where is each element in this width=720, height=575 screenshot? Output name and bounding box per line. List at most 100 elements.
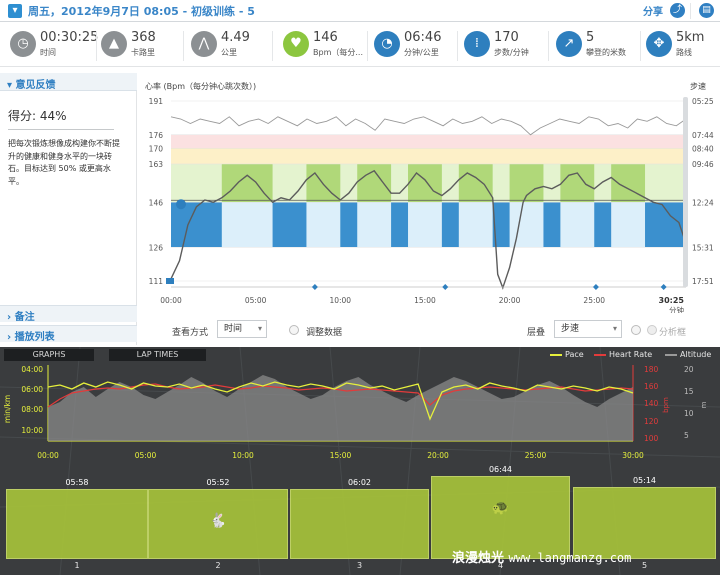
fast-interval-block (458, 164, 493, 203)
lap-bar[interactable] (431, 476, 570, 559)
hr-chart-title: 心率 (Bpm（每分钟心跳次数）) (145, 82, 257, 91)
divider (548, 31, 549, 61)
avg-marker-icon (176, 199, 186, 210)
recovery-interval-block (171, 202, 222, 248)
lap-time: 06:02 (347, 478, 372, 487)
divider (272, 31, 273, 61)
lap-marker (311, 284, 318, 290)
playlist-heading[interactable]: › 播放列表 (7, 332, 55, 343)
pace-line (170, 116, 687, 136)
hr-y-tick: 180 (644, 365, 659, 374)
chevron-down-icon: ▾ (612, 324, 617, 333)
layer-select[interactable]: 步速 ▾ (554, 320, 622, 338)
recovery-interval-block (340, 202, 358, 248)
watermark: 浪漫烛光 www.langmanzg.com (452, 547, 631, 566)
adjust-data-label: 调整数据 (306, 328, 343, 338)
hr-y-tick: 170 (149, 144, 164, 153)
hr-x-tick: 25:00 (583, 296, 605, 305)
rabbit-icon: 🐇 (209, 513, 227, 529)
pace-hr-altitude-graph[interactable]: 04:00 06:00 08:00 10:00 min/km 180 160 140 120 10… (0, 347, 720, 475)
advice-text: 把每次锻炼想像成构建你不断提升的健康和健身水平的一块砖石。目标达到 50% 或更… (8, 139, 120, 186)
feedback-heading[interactable]: ▾ 意见反馈 (7, 80, 56, 91)
heart-rate-chart[interactable]: 心率 (Bpm（每分钟心跳次数）) 步速 191 05:25 176 07:44 170… (139, 73, 720, 347)
stat-label: 分钟/公里 (404, 48, 439, 57)
adjust-data-toggle[interactable] (289, 325, 299, 335)
heart-icon: ♥ (283, 31, 309, 57)
divider (183, 31, 184, 61)
route-icon: ✥ (646, 31, 672, 57)
time-x-tick: 25:00 (525, 451, 547, 460)
alt-unit: m (700, 401, 708, 408)
watermark-url: www.langmanzg.com (508, 551, 632, 565)
lap-bar[interactable] (573, 487, 716, 559)
lap-number: 2 (215, 561, 221, 570)
time-x-tick: 00:00 (37, 451, 59, 460)
pace-y-tick: 10:00 (21, 426, 43, 435)
hr-chart-plot[interactable]: 191 05:25 176 07:44 170 08:40 163 09:46 146 12:24… (139, 73, 720, 313)
pace-y-tick: 08:00 (21, 405, 43, 414)
pace-y-tick: 17:51 (692, 277, 714, 286)
stat-value: 170 (494, 30, 519, 45)
stats-bar: ◷ 00:30:25 时间 ▲ 368 卡路里 ⋀ 4.49 公里 ♥ 146 … (0, 23, 720, 67)
stat-label: 路线 (676, 48, 692, 57)
zone-band-high (171, 148, 686, 164)
analysis-box-toggle[interactable] (647, 325, 657, 335)
collapse-chevron-icon[interactable]: ▾ (8, 4, 22, 18)
share-label[interactable]: 分享 (643, 7, 663, 18)
alt-y-tick: 15 (684, 387, 694, 396)
view-mode-select[interactable]: 时间 ▾ (217, 320, 267, 338)
hr-y-tick: 163 (149, 160, 164, 169)
hr-y-tick: 140 (644, 399, 659, 408)
hr-x-tick: 20:00 (499, 296, 521, 305)
divider (457, 31, 458, 61)
hr-x-tick: 15:00 (414, 296, 436, 305)
fast-interval-block (408, 164, 442, 203)
stat-value: 5 (586, 30, 595, 45)
time-x-tick: 20:00 (427, 451, 449, 460)
lap-time: 05:52 (206, 478, 230, 487)
lap-bar[interactable] (6, 489, 148, 559)
tab-lap-times[interactable]: LAP TIMES (109, 349, 206, 361)
flame-icon: ▲ (101, 31, 127, 57)
print-icon[interactable]: ▤ (699, 3, 714, 18)
lap-number: 5 (641, 561, 648, 570)
altitude-area (48, 375, 633, 441)
playlist-header[interactable]: › 播放列表 (0, 325, 137, 343)
stat-label: 步数/分钟 (494, 48, 529, 57)
stat-value: 146 (313, 30, 338, 45)
layer-toggle[interactable] (631, 325, 641, 335)
share-icon[interactable]: ⤴ (670, 3, 685, 18)
map-graph-panel: GRAPHS LAP TIMES Pace Heart Rate Altitud… (0, 347, 720, 575)
fast-interval-block (611, 164, 646, 203)
lap-bar[interactable] (290, 489, 429, 559)
end-time-unit: 分钟 (669, 305, 684, 313)
end-time: 30:25 (659, 296, 685, 305)
lap-marker (592, 284, 599, 290)
view-mode-label: 查看方式 (172, 328, 209, 338)
alt-y-tick: 20 (684, 365, 694, 374)
hr-x-tick: 05:00 (245, 296, 267, 305)
time-x-tick: 30:00 (622, 451, 644, 460)
feedback-heading-text: 意见反馈 (15, 80, 56, 91)
notes-heading-text: 备注 (14, 312, 35, 323)
alt-y-tick: 5 (684, 431, 689, 440)
legend-hr-text: Heart Rate (609, 350, 653, 359)
lap-bar[interactable] (148, 489, 288, 559)
tab-graphs[interactable]: GRAPHS (4, 349, 94, 361)
pace-y-tick: 09:46 (692, 160, 714, 169)
notes-header[interactable]: › 备注 (0, 305, 137, 323)
scroll-handle (683, 97, 688, 287)
lap-times: 05:58 1 05:52 2 🐇 06:02 3 06:44 4 🐢 05:14 5 (0, 465, 720, 575)
notes-heading[interactable]: › 备注 (7, 312, 35, 323)
stat-value: 5km (676, 30, 705, 45)
lap-marker (660, 284, 667, 290)
feedback-panel: ▾ 意见反馈 得分: 44% 把每次锻炼想像成构建你不断提升的健康和健身水平的一… (0, 73, 137, 345)
turtle-icon: 🐢 (491, 500, 509, 516)
chevron-down-icon: ▾ (257, 324, 262, 333)
stat-label: 时间 (40, 48, 56, 57)
pace-y-tick: 04:00 (21, 365, 43, 374)
feedback-header[interactable]: ▾ 意见反馈 (0, 73, 137, 91)
score-text: 得分: 44% (8, 109, 67, 123)
hr-unit: bpm (662, 397, 670, 413)
hr-x-tick: 10:00 (329, 296, 351, 305)
